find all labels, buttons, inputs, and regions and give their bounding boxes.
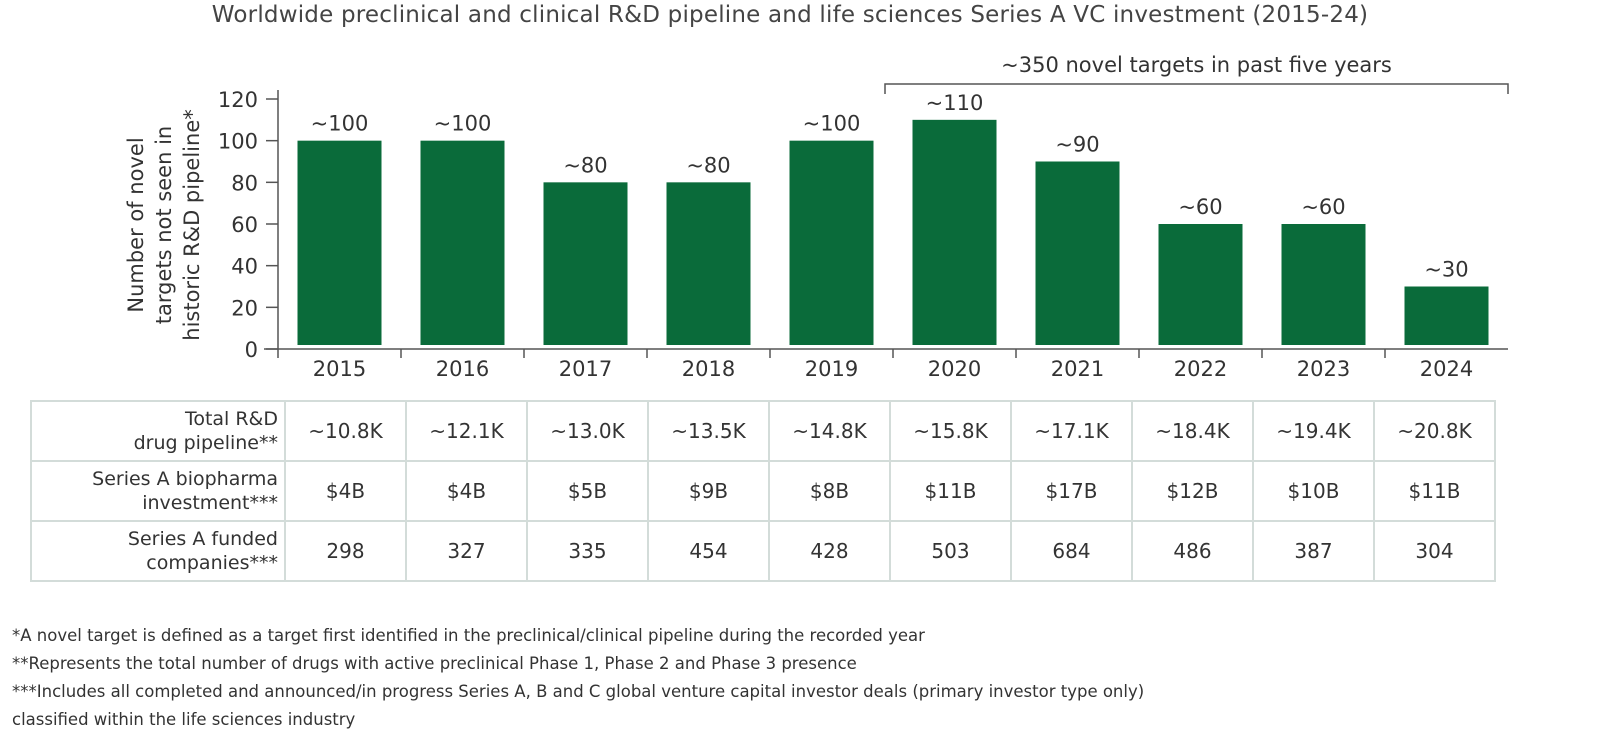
table-cell: ~14.8K bbox=[768, 400, 891, 462]
row-header-line: Series A funded bbox=[127, 528, 278, 550]
x-tick-label: 2020 bbox=[928, 357, 981, 381]
footnotes: *A novel target is defined as a target f… bbox=[12, 622, 1144, 734]
bar-2018 bbox=[666, 182, 751, 345]
table-cell: 327 bbox=[405, 520, 528, 582]
chart-title: Worldwide preclinical and clinical R&D p… bbox=[211, 2, 1369, 28]
table-row: Series A funded companies*** 298 327 335 454 4… bbox=[30, 520, 1496, 582]
row-header-line: companies*** bbox=[146, 552, 278, 574]
bar-2020 bbox=[912, 119, 997, 345]
annotation-text: ~350 novel targets in past five years bbox=[1001, 53, 1392, 77]
x-tick-label: 2024 bbox=[1420, 357, 1473, 381]
footnote: classified within the life sciences indu… bbox=[12, 710, 356, 729]
y-axis-label: Number of novel targets not seen in histor… bbox=[124, 109, 204, 340]
data-label: ~100 bbox=[803, 112, 861, 136]
table-cell: $17B bbox=[1010, 460, 1133, 522]
table-cell: 387 bbox=[1252, 520, 1375, 582]
table-cell: ~19.4K bbox=[1252, 400, 1375, 462]
bar-chart: 0 20 40 60 80 100 120 Number of novel targets no… bbox=[124, 53, 1509, 381]
table-cell: 454 bbox=[647, 520, 770, 582]
x-tick-label: 2017 bbox=[559, 357, 612, 381]
table-cell: $5B bbox=[526, 460, 649, 522]
annotation-bracket bbox=[884, 83, 1509, 94]
x-tick-label: 2023 bbox=[1297, 357, 1350, 381]
table-cell: ~10.8K bbox=[284, 400, 407, 462]
data-label: ~80 bbox=[686, 153, 730, 177]
bar-2017 bbox=[543, 182, 628, 345]
y-tick-label: 60 bbox=[231, 213, 258, 237]
bar-2015 bbox=[297, 140, 382, 345]
row-header-line: Total R&D bbox=[184, 408, 278, 430]
row-header-line: Series A biopharma bbox=[92, 468, 278, 490]
data-label: ~60 bbox=[1178, 195, 1222, 219]
table-cell: ~17.1K bbox=[1010, 400, 1133, 462]
footnote: *A novel target is defined as a target f… bbox=[12, 626, 925, 645]
table-cell: $4B bbox=[405, 460, 528, 522]
y-tick-label: 100 bbox=[218, 130, 258, 154]
x-tick-label: 2021 bbox=[1051, 357, 1104, 381]
y-tick-label: 80 bbox=[231, 171, 258, 195]
table-row: Total R&D drug pipeline** ~10.8K ~12.1K ~13.… bbox=[30, 400, 1496, 462]
row-header: Series A funded companies*** bbox=[30, 520, 286, 582]
data-label: ~100 bbox=[311, 112, 369, 136]
data-label: ~30 bbox=[1424, 258, 1468, 282]
bar-2019 bbox=[789, 140, 874, 345]
table-cell: $12B bbox=[1131, 460, 1254, 522]
y-tick-label: 20 bbox=[231, 296, 258, 320]
row-header: Series A biopharma investment*** bbox=[30, 460, 286, 522]
row-header-line: drug pipeline** bbox=[133, 432, 278, 454]
footnote: **Represents the total number of drugs w… bbox=[12, 654, 857, 673]
bar-2021 bbox=[1035, 161, 1120, 345]
table-cell: ~13.5K bbox=[647, 400, 770, 462]
x-tick-label: 2022 bbox=[1174, 357, 1227, 381]
table-cell: 503 bbox=[889, 520, 1012, 582]
table-cell: ~12.1K bbox=[405, 400, 528, 462]
row-header-line: investment*** bbox=[142, 492, 278, 514]
data-label: ~60 bbox=[1301, 195, 1345, 219]
table-cell: 486 bbox=[1131, 520, 1254, 582]
table-cell: $8B bbox=[768, 460, 891, 522]
x-tick-label: 2016 bbox=[436, 357, 489, 381]
table-cell: ~13.0K bbox=[526, 400, 649, 462]
table-cell: $11B bbox=[1373, 460, 1496, 522]
bar-2016 bbox=[420, 140, 505, 345]
data-label: ~100 bbox=[434, 112, 492, 136]
y-tick-label: 40 bbox=[231, 255, 258, 279]
data-label: ~90 bbox=[1055, 133, 1099, 157]
table-cell: 304 bbox=[1373, 520, 1496, 582]
table-cell: 335 bbox=[526, 520, 649, 582]
table-cell: ~18.4K bbox=[1131, 400, 1254, 462]
x-tick-label: 2015 bbox=[313, 357, 366, 381]
table-cell: $4B bbox=[284, 460, 407, 522]
y-tick-label: 0 bbox=[245, 338, 258, 362]
table-cell: 684 bbox=[1010, 520, 1133, 582]
data-label: ~80 bbox=[563, 153, 607, 177]
table-cell: 428 bbox=[768, 520, 891, 582]
table-cell: $11B bbox=[889, 460, 1012, 522]
footnote: ***Includes all completed and announced/… bbox=[12, 682, 1145, 701]
table-cell: $9B bbox=[647, 460, 770, 522]
bar-2024 bbox=[1404, 286, 1489, 345]
data-label: ~110 bbox=[926, 91, 984, 115]
table-cell: 298 bbox=[284, 520, 407, 582]
table-cell: ~15.8K bbox=[889, 400, 1012, 462]
data-table: Total R&D drug pipeline** ~10.8K ~12.1K ~13.… bbox=[30, 400, 1496, 582]
bar-2022 bbox=[1158, 224, 1243, 345]
table-cell: ~20.8K bbox=[1373, 400, 1496, 462]
x-tick-label: 2019 bbox=[805, 357, 858, 381]
y-tick-label: 120 bbox=[218, 88, 258, 112]
table-cell: $10B bbox=[1252, 460, 1375, 522]
bar-2023 bbox=[1281, 224, 1366, 345]
table-row: Series A biopharma investment*** $4B $4B $5B… bbox=[30, 460, 1496, 522]
row-header: Total R&D drug pipeline** bbox=[30, 400, 286, 462]
x-tick-label: 2018 bbox=[682, 357, 735, 381]
